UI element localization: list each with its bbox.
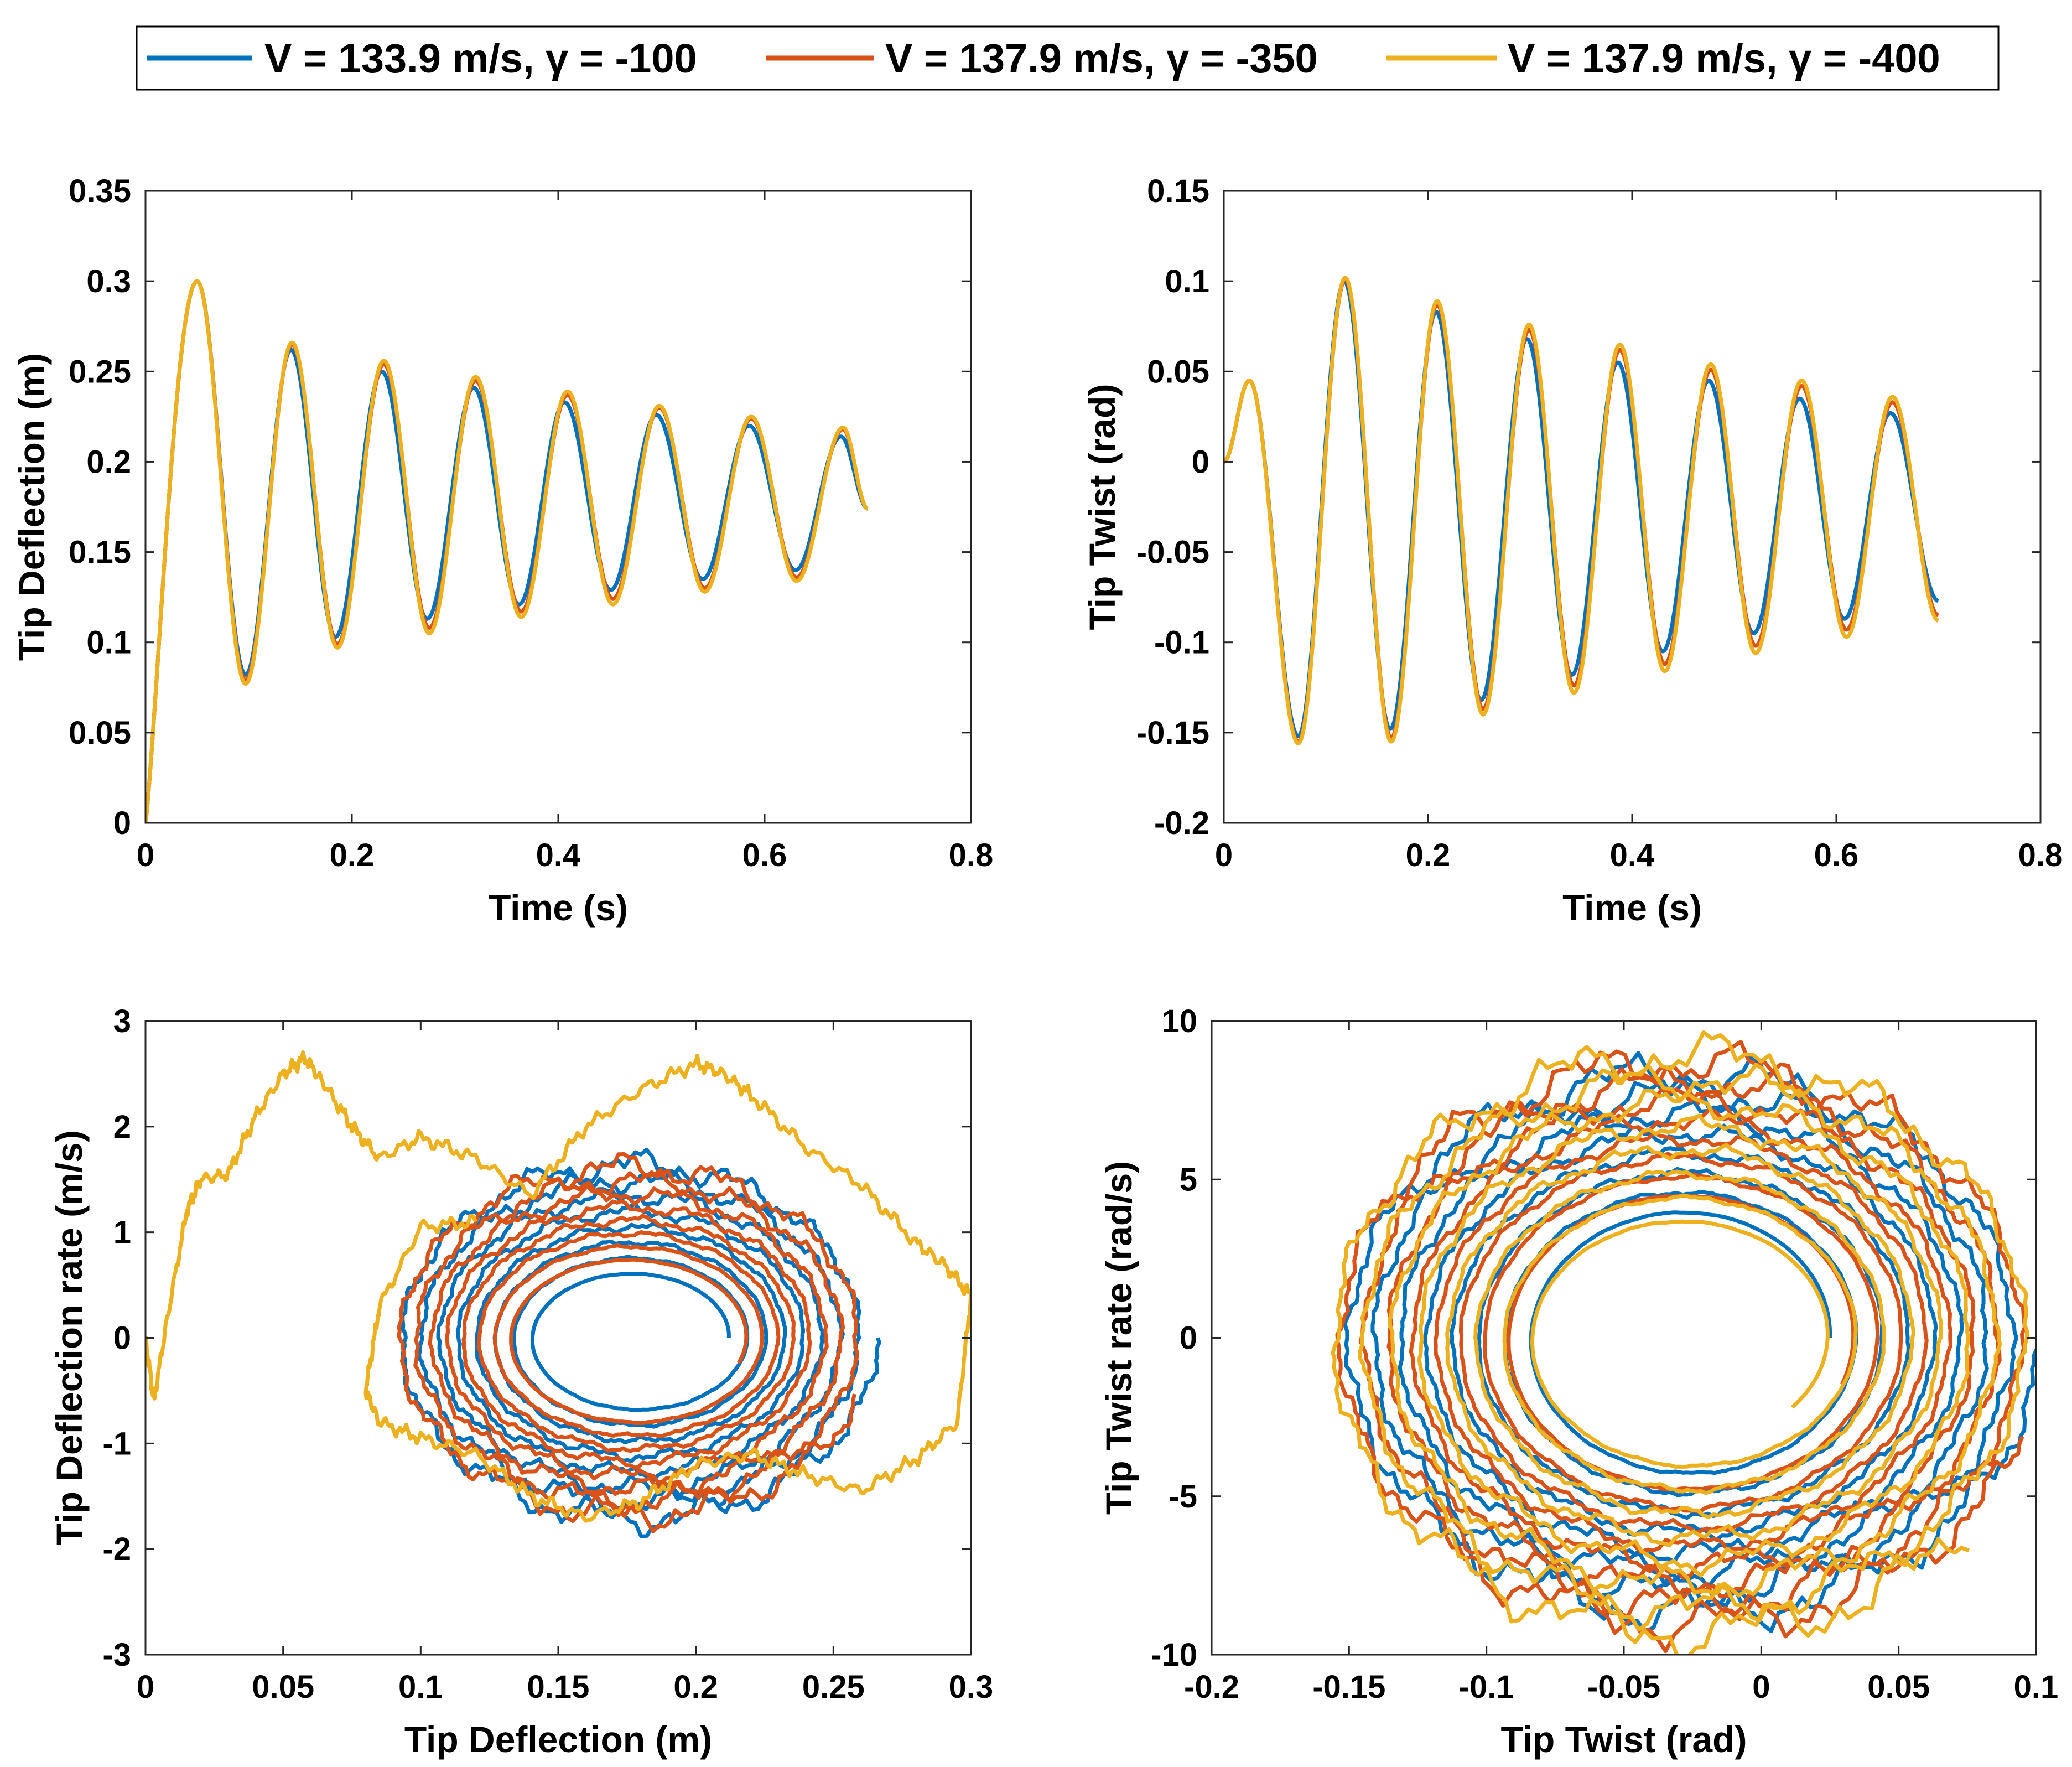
series-line xyxy=(146,1050,971,1523)
y-axis-label: Tip Deflection (m) xyxy=(11,353,52,661)
y-tick-label: 0.1 xyxy=(86,625,131,661)
legend-label: V = 137.9 m/s, γ = -400 xyxy=(1508,35,1940,81)
series-group xyxy=(1224,276,1939,745)
x-tick-label: 0.6 xyxy=(1814,837,1859,873)
x-tick-label: 0 xyxy=(1215,837,1233,873)
x-tick-label: -0.05 xyxy=(1587,1669,1660,1705)
plots: 0 0.2 0.4 0.6 0.800.050.10.150.20.250.30.35T… xyxy=(11,173,2063,1760)
y-tick-label: -2 xyxy=(102,1531,131,1567)
y-tick-label: 3 xyxy=(113,1003,131,1039)
y-tick-label: -1 xyxy=(102,1426,131,1462)
subplot-4: -0.2 -0.15 -0.1 -0.05 0 0.05 0.1 -10 -5 0 5 10 Tip T… xyxy=(1098,1003,2058,1760)
series-line xyxy=(1335,1039,2027,1654)
x-tick-label: 0.2 xyxy=(330,837,375,873)
y-axis-label: Tip Deflection rate (m/s) xyxy=(49,1130,90,1546)
y-tick-label: 10 xyxy=(1161,1003,1197,1039)
series-group xyxy=(1331,1030,2036,1655)
subplot-3: 0 0.05 0.1 0.15 0.2 0.25 0.3 -3 -2 -1 0 1 2 3 Tip Defl… xyxy=(49,1003,993,1760)
x-axis-label: Time (s) xyxy=(1562,887,1702,928)
y-tick-label: -0.15 xyxy=(1136,715,1209,751)
x-tick-label: 0.4 xyxy=(536,837,581,873)
y-tick-label: -0.1 xyxy=(1154,625,1209,661)
x-tick-label: 0 xyxy=(137,837,154,873)
x-tick-label: 0.3 xyxy=(949,1669,994,1705)
x-tick-label: 0.4 xyxy=(1610,837,1655,873)
x-tick-label: 0.8 xyxy=(949,837,994,873)
y-tick-label: 0.35 xyxy=(69,173,131,209)
subplot-2: 0 0.2 0.4 0.6 0.8 -0.2 -0.15 -0.1 -0.05 0 0.05 0.1 0… xyxy=(1082,173,2063,928)
x-tick-label: 0.2 xyxy=(673,1669,718,1705)
legend-entry: V = 137.9 m/s, γ = -350 xyxy=(766,35,1318,81)
x-tick-label: -0.1 xyxy=(1459,1669,1514,1705)
legend-label: V = 137.9 m/s, γ = -350 xyxy=(885,35,1318,81)
y-tick-label: 0.05 xyxy=(1147,354,1209,390)
series-line xyxy=(146,279,869,823)
x-tick-label: -0.2 xyxy=(1184,1669,1239,1705)
x-tick-label: 0.8 xyxy=(2018,837,2063,873)
x-axis-label: Tip Twist (rad) xyxy=(1501,1719,1747,1760)
x-tick-label: 0.15 xyxy=(527,1669,590,1705)
y-tick-label: 0 xyxy=(113,1320,131,1356)
legend-label: V = 133.9 m/s, γ = -100 xyxy=(264,35,697,81)
legend-box xyxy=(136,25,2000,91)
y-tick-label: 0.05 xyxy=(69,715,131,751)
y-tick-label: 0.15 xyxy=(1147,173,1209,209)
y-tick-label: 0.1 xyxy=(1165,263,1209,299)
y-tick-label: -10 xyxy=(1151,1637,1197,1673)
x-tick-label: 0.1 xyxy=(2014,1669,2059,1705)
x-axis-label: Tip Deflection (m) xyxy=(404,1719,712,1760)
y-tick-label: 5 xyxy=(1180,1162,1197,1198)
x-tick-label: 0.6 xyxy=(742,837,787,873)
series-line xyxy=(1331,1030,2029,1655)
x-tick-label: -0.15 xyxy=(1312,1669,1385,1705)
y-tick-label: 1 xyxy=(113,1215,131,1251)
x-tick-label: 0 xyxy=(137,1669,154,1705)
series-line xyxy=(1224,276,1939,745)
axes-box xyxy=(144,1020,972,1656)
y-tick-label: 0.15 xyxy=(69,535,131,571)
series-group xyxy=(146,1050,971,1538)
y-tick-label: 0 xyxy=(1180,1320,1197,1356)
x-tick-label: 0.05 xyxy=(252,1669,314,1705)
series-group xyxy=(146,279,869,823)
y-tick-label: -0.05 xyxy=(1136,535,1209,571)
y-tick-label: -3 xyxy=(102,1637,131,1673)
y-tick-label: 0 xyxy=(113,805,131,841)
y-axis-label: Tip Twist (rad) xyxy=(1082,384,1123,630)
legend: V = 133.9 m/s, γ = -100 V = 137.9 m/s, γ … xyxy=(136,25,2000,91)
x-tick-label: 0.1 xyxy=(398,1669,443,1705)
y-axis-label: Tip Twist rate (rad/s) xyxy=(1098,1161,1139,1515)
x-tick-label: 0.2 xyxy=(1406,837,1451,873)
y-tick-label: -5 xyxy=(1169,1479,1197,1515)
legend-entry: V = 133.9 m/s, γ = -100 xyxy=(147,35,697,81)
y-tick-label: 0 xyxy=(1192,444,1209,480)
x-tick-label: 0.25 xyxy=(802,1669,865,1705)
y-tick-label: 0.3 xyxy=(86,263,131,299)
y-tick-label: 0.25 xyxy=(69,354,131,390)
y-tick-label: 2 xyxy=(113,1109,131,1145)
x-tick-label: 0 xyxy=(1752,1669,1770,1705)
y-tick-label: -0.2 xyxy=(1154,805,1209,841)
subplot-1: 0 0.2 0.4 0.6 0.8 0 0.05 0.1 0.15 0.2 0.25 0.3 0.35 T… xyxy=(11,173,993,928)
y-tick-label: 0.2 xyxy=(86,444,131,480)
x-tick-label: 0.05 xyxy=(1867,1669,1930,1705)
legend-entry: V = 137.9 m/s, γ = -400 xyxy=(1386,35,1940,81)
x-axis-label: Time (s) xyxy=(489,887,628,928)
series-line xyxy=(397,1152,859,1533)
